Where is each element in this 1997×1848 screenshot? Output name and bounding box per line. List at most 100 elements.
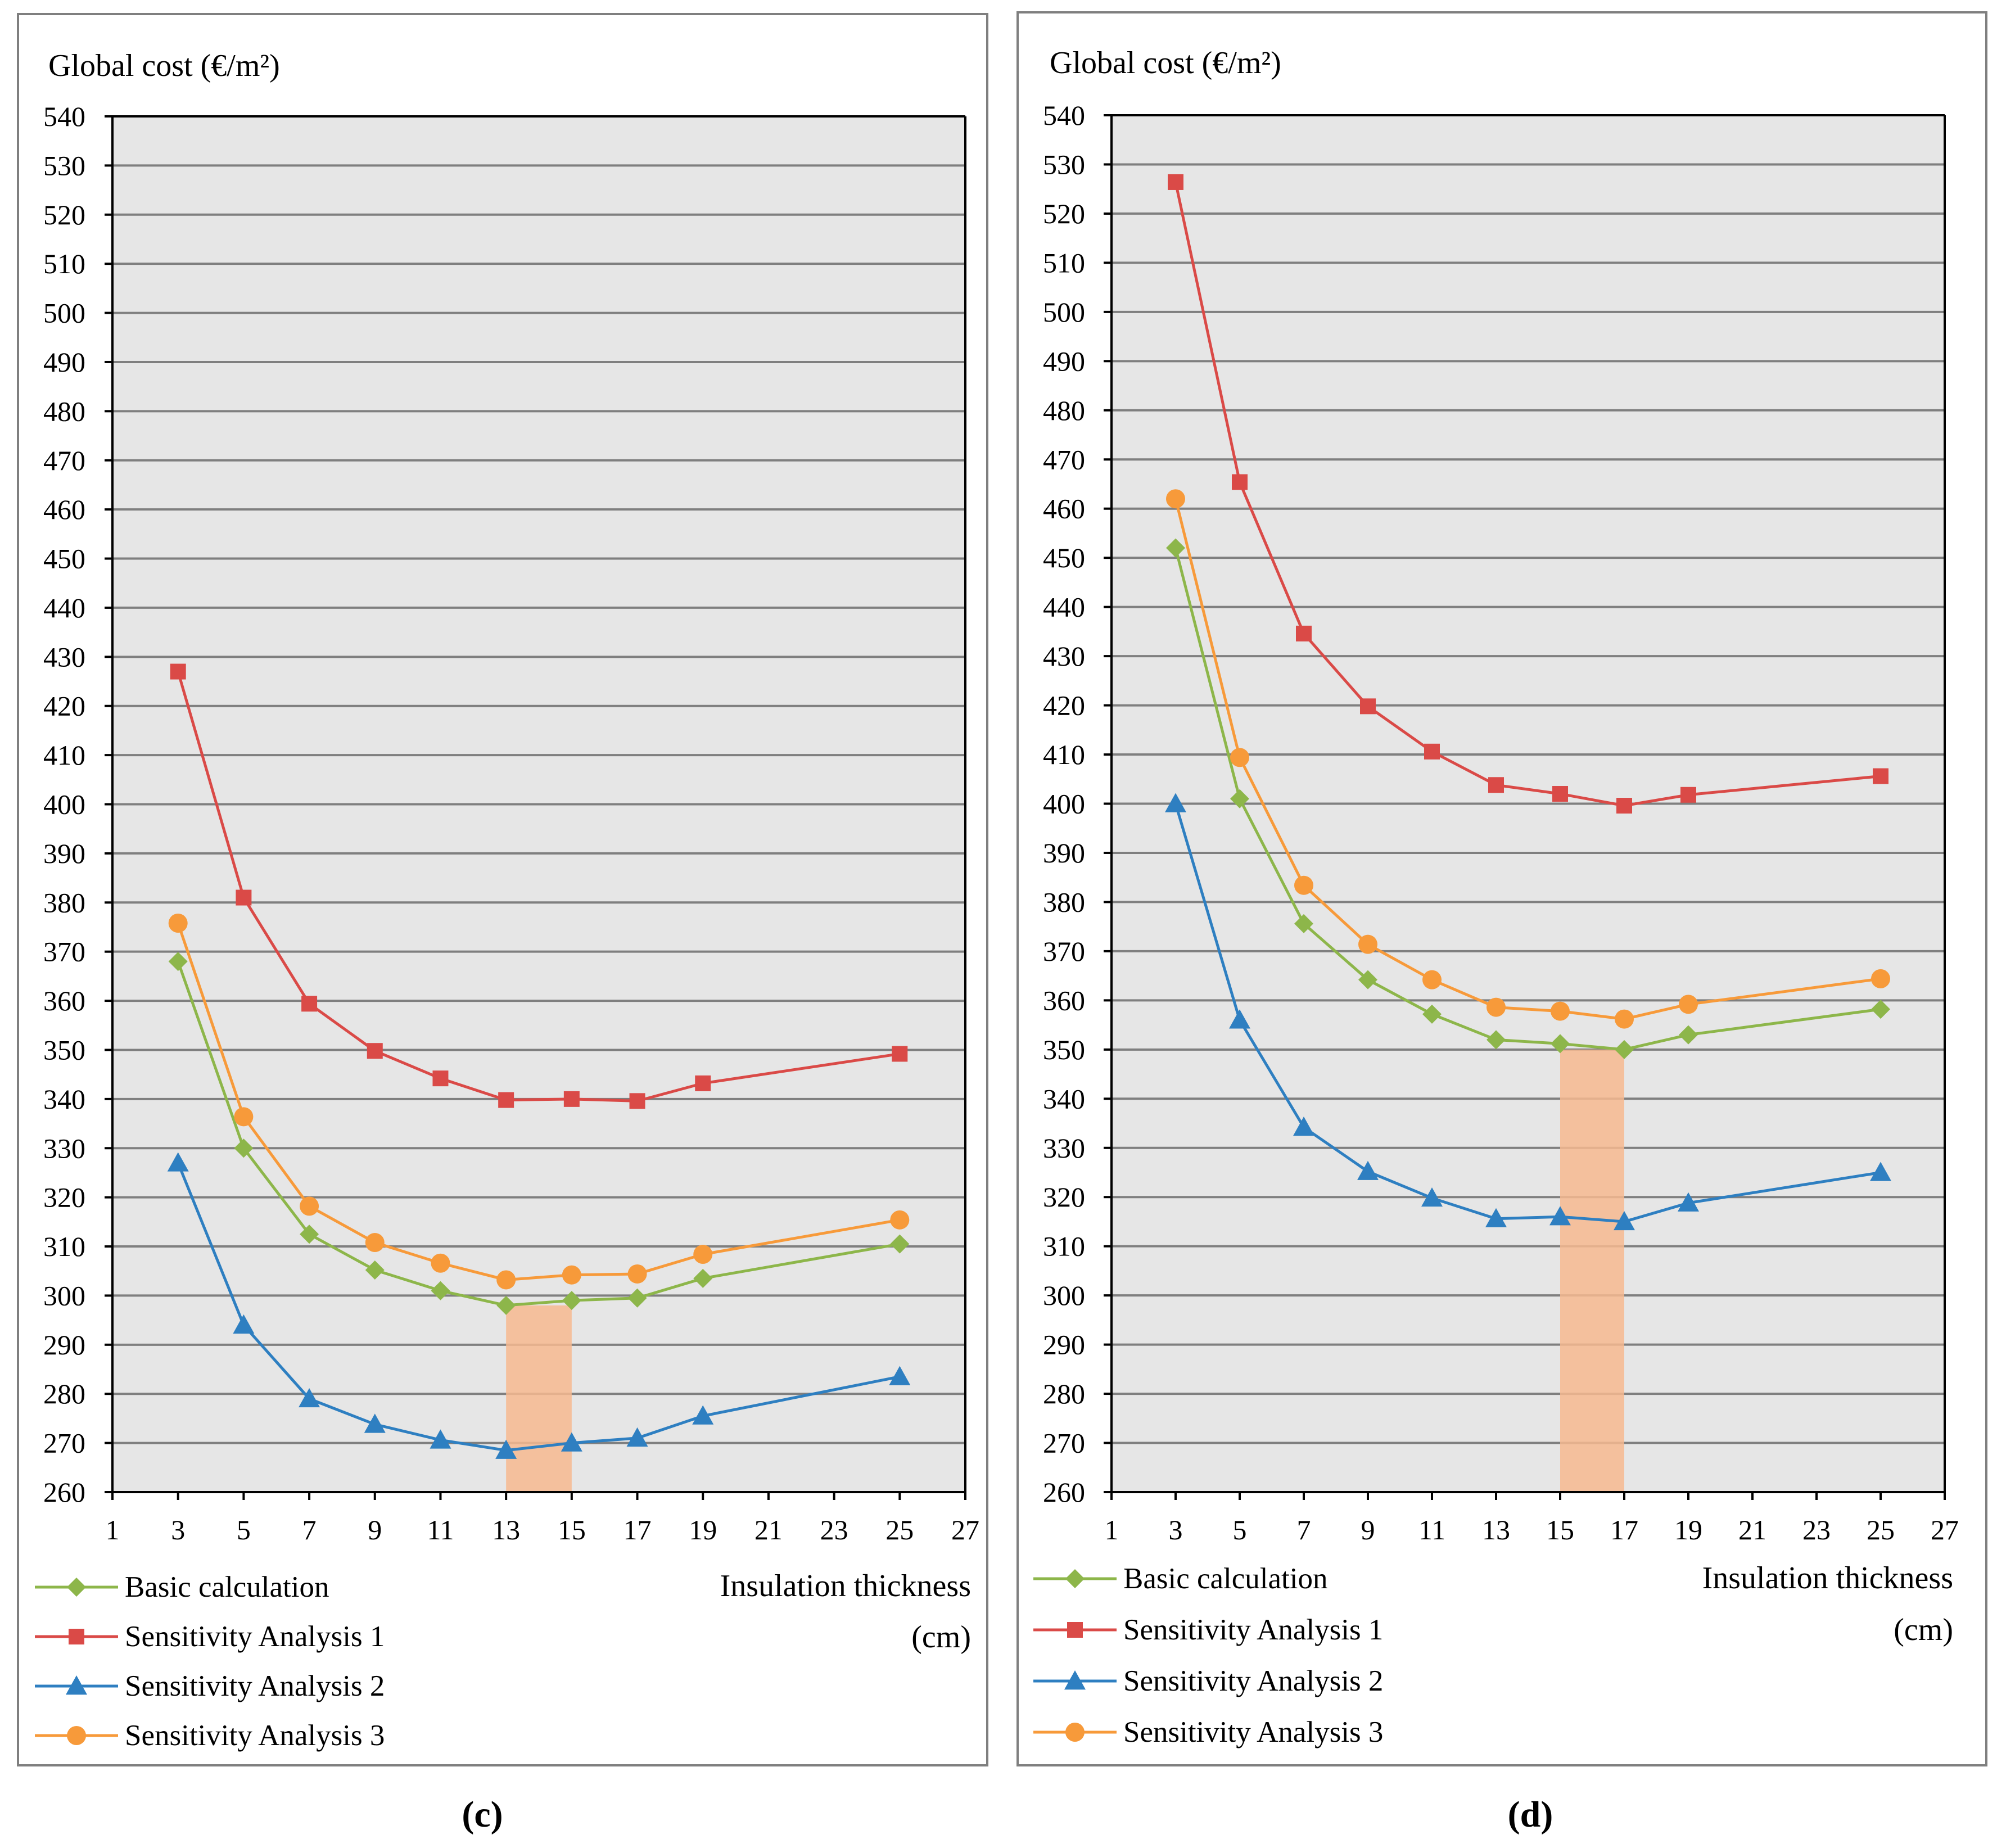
y-tick-label: 310	[43, 1231, 85, 1262]
data-point	[431, 1281, 450, 1300]
y-tick-label: 480	[43, 395, 85, 427]
legend-marker	[1067, 1622, 1083, 1638]
data-point	[431, 1253, 450, 1273]
y-tick-label: 510	[43, 248, 85, 279]
data-point	[692, 1405, 714, 1425]
x-tick-label: 9	[368, 1514, 382, 1546]
data-point	[233, 1314, 255, 1334]
y-tick-label: 420	[1043, 690, 1085, 721]
data-point	[1294, 875, 1313, 895]
data-point	[1360, 698, 1376, 715]
y-tick-label: 460	[43, 494, 85, 525]
x-tick-label: 21	[1738, 1514, 1766, 1546]
y-tick-label: 380	[43, 887, 85, 918]
x-tick-label: 1	[1105, 1514, 1119, 1546]
data-point	[627, 1264, 647, 1284]
y-axis-title: Global cost (€/m²)	[48, 48, 280, 83]
data-point	[167, 1152, 189, 1172]
data-point	[1487, 997, 1506, 1017]
x-tick-label: 5	[237, 1514, 251, 1546]
y-tick-label: 480	[1043, 395, 1085, 426]
data-point	[629, 1093, 645, 1109]
y-tick-label: 540	[1043, 100, 1085, 131]
data-point	[234, 1107, 254, 1127]
data-point	[1870, 1162, 1891, 1181]
x-tick-label: 17	[1610, 1514, 1638, 1546]
x-tick-label: 17	[624, 1514, 652, 1546]
legend-marker	[66, 1675, 87, 1695]
data-point	[1871, 969, 1890, 988]
x-tick-label: 27	[951, 1514, 979, 1546]
data-point	[1485, 1208, 1507, 1227]
legend-label: Basic calculation	[125, 1571, 329, 1603]
y-tick-label: 380	[1043, 886, 1085, 918]
data-point	[1293, 1117, 1314, 1136]
y-tick-label: 330	[1043, 1132, 1085, 1164]
y-tick-label: 340	[43, 1083, 85, 1115]
y-tick-label: 500	[1043, 296, 1085, 328]
y-tick-label: 320	[1043, 1181, 1085, 1213]
data-point	[1487, 1030, 1506, 1050]
y-tick-label: 320	[43, 1182, 85, 1213]
x-axis-unit: (cm)	[1894, 1612, 1953, 1647]
x-tick-label: 15	[1546, 1514, 1574, 1546]
data-point	[890, 1210, 910, 1230]
data-point	[299, 1388, 320, 1408]
data-point	[561, 1432, 582, 1452]
y-axis-title: Global cost (€/m²)	[1050, 46, 1281, 80]
legend-label: Sensitivity Analysis 2	[1123, 1665, 1383, 1697]
data-point	[234, 1138, 254, 1158]
data-point	[365, 1233, 385, 1253]
data-point	[1168, 174, 1183, 190]
data-point	[301, 996, 318, 1012]
y-tick-label: 300	[1043, 1280, 1085, 1311]
data-point	[693, 1245, 713, 1264]
data-point	[236, 889, 252, 906]
y-tick-label: 400	[43, 789, 85, 820]
x-tick-label: 19	[1674, 1514, 1702, 1546]
data-point	[562, 1291, 581, 1311]
x-tick-label: 19	[689, 1514, 717, 1546]
x-tick-label: 7	[302, 1514, 317, 1546]
y-tick-label: 330	[43, 1132, 85, 1164]
x-tick-label: 27	[1931, 1514, 1959, 1546]
x-tick-label: 3	[171, 1514, 185, 1546]
y-tick-label: 490	[43, 346, 85, 378]
data-point	[168, 952, 188, 972]
x-tick-label: 13	[1482, 1514, 1510, 1546]
y-tick-label: 310	[1043, 1231, 1085, 1262]
data-point	[1230, 748, 1249, 767]
data-point	[1232, 474, 1248, 490]
data-point	[1680, 787, 1696, 803]
legend-label: Sensitivity Analysis 1	[1123, 1614, 1383, 1646]
y-tick-label: 410	[43, 739, 85, 771]
y-tick-label: 530	[1043, 148, 1085, 180]
chart-panel-d: 260 270 280 290 300 310 320 330 340 350 360 370 380 3…	[1016, 11, 1987, 1835]
data-point	[1230, 789, 1249, 808]
legend-label: Sensitivity Analysis 3	[125, 1719, 385, 1752]
data-point	[1551, 1034, 1570, 1054]
data-point	[300, 1225, 319, 1244]
y-tick-label: 290	[1043, 1329, 1085, 1361]
data-point	[300, 1196, 319, 1216]
y-tick-label: 430	[1043, 640, 1085, 672]
series-line	[177, 671, 900, 1103]
x-tick-label: 3	[1169, 1514, 1183, 1546]
data-point	[432, 1070, 449, 1087]
y-tick-label: 520	[1043, 198, 1085, 229]
x-tick-label: 13	[492, 1514, 520, 1546]
data-point	[1549, 1206, 1571, 1226]
x-tick-label: 21	[754, 1514, 783, 1546]
x-axis-unit: (cm)	[911, 1620, 971, 1655]
data-point	[1165, 793, 1186, 812]
series-line	[1174, 498, 1881, 1021]
data-point	[892, 1046, 908, 1062]
data-point	[495, 1439, 517, 1459]
data-point	[1421, 1187, 1443, 1207]
x-tick-label: 15	[558, 1514, 586, 1546]
y-tick-label: 390	[1043, 837, 1085, 869]
data-point	[1357, 1160, 1379, 1180]
y-tick-label: 410	[1043, 739, 1085, 770]
data-point	[562, 1265, 581, 1285]
data-point	[1166, 538, 1185, 558]
